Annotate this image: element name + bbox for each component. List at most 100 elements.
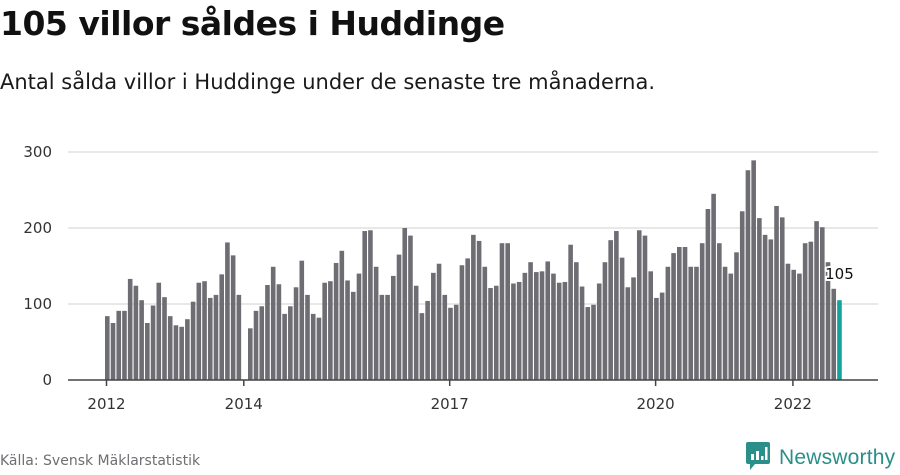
bar (717, 243, 722, 380)
bar (253, 310, 259, 380)
bar (476, 240, 482, 380)
bar (293, 287, 299, 380)
bar (562, 281, 568, 380)
bar (596, 283, 602, 380)
bar (631, 277, 636, 380)
bar-highlight (837, 300, 842, 380)
bar (350, 291, 356, 380)
chart-title: 105 villor såldes i Huddinge (0, 4, 505, 43)
bar (207, 297, 213, 380)
bar (310, 313, 316, 380)
bar (436, 263, 442, 380)
bar (751, 160, 756, 380)
bar (619, 257, 625, 380)
bar (339, 250, 345, 380)
bar (431, 272, 436, 380)
y-tick-label: 100 (23, 295, 52, 313)
bar (774, 205, 779, 380)
bar (728, 273, 734, 380)
bar (505, 243, 510, 380)
bar (705, 209, 711, 380)
newsworthy-logo[interactable]: Newsworthy (745, 441, 895, 475)
bar (551, 273, 556, 380)
x-tick-label: 2014 (225, 395, 263, 413)
bar (459, 265, 465, 380)
bar (608, 240, 613, 380)
bar (802, 243, 808, 380)
bar (797, 273, 802, 380)
last-value-label: 105 (825, 265, 854, 283)
bar (179, 326, 184, 380)
bar (356, 273, 362, 380)
bar (499, 243, 505, 380)
bar (105, 316, 110, 380)
bar (539, 271, 545, 380)
bar (259, 306, 265, 380)
bar (196, 282, 202, 380)
bar (682, 247, 688, 380)
bar (768, 239, 774, 380)
bar (305, 294, 310, 380)
bar (745, 170, 751, 380)
bar (534, 272, 539, 380)
bar (236, 294, 242, 380)
bar (373, 266, 379, 380)
bar (448, 307, 453, 380)
bar (156, 282, 162, 380)
source-note: Källa: Svensk Mäklarstatistik (0, 453, 201, 469)
bar (602, 262, 608, 380)
bar (110, 323, 116, 380)
y-tick-label: 0 (42, 371, 52, 389)
bar (288, 306, 293, 380)
bar (368, 230, 373, 380)
bar (379, 294, 385, 380)
bar (545, 261, 551, 380)
bar (642, 235, 648, 380)
bar (654, 297, 659, 380)
bar (425, 300, 430, 380)
bar (591, 304, 596, 380)
bar (248, 328, 253, 380)
bar (333, 262, 339, 380)
bar (385, 294, 390, 380)
bar (225, 242, 230, 380)
bar (230, 255, 236, 380)
bar (528, 262, 533, 380)
newsworthy-logo-text: Newsworthy (779, 446, 896, 469)
bar (213, 294, 219, 380)
bar (734, 252, 739, 380)
x-tick-label: 2017 (431, 395, 469, 413)
bar (190, 301, 196, 380)
bar (328, 281, 333, 380)
bar (762, 234, 768, 380)
bar (162, 297, 167, 380)
bar (493, 285, 499, 380)
bar (413, 285, 419, 380)
bar (757, 218, 762, 380)
bar (614, 231, 619, 380)
bar (408, 235, 413, 380)
bar (511, 283, 516, 380)
bar (139, 300, 144, 380)
bar (722, 266, 728, 380)
bar (202, 281, 207, 380)
bar (453, 304, 459, 380)
bar (442, 294, 448, 380)
bar (516, 281, 522, 380)
bar (150, 305, 156, 380)
bar (648, 271, 653, 380)
bar (711, 193, 716, 380)
bar (167, 316, 173, 380)
newsworthy-logo-icon (745, 441, 771, 475)
bar (556, 282, 562, 380)
bar (585, 307, 591, 380)
bar (699, 243, 705, 380)
y-tick-label: 300 (23, 143, 52, 161)
bar (482, 266, 488, 380)
bar (820, 227, 825, 380)
bar (276, 284, 282, 380)
bar (779, 217, 785, 380)
bar (471, 234, 476, 380)
last-value-halo: 105 (825, 265, 854, 283)
